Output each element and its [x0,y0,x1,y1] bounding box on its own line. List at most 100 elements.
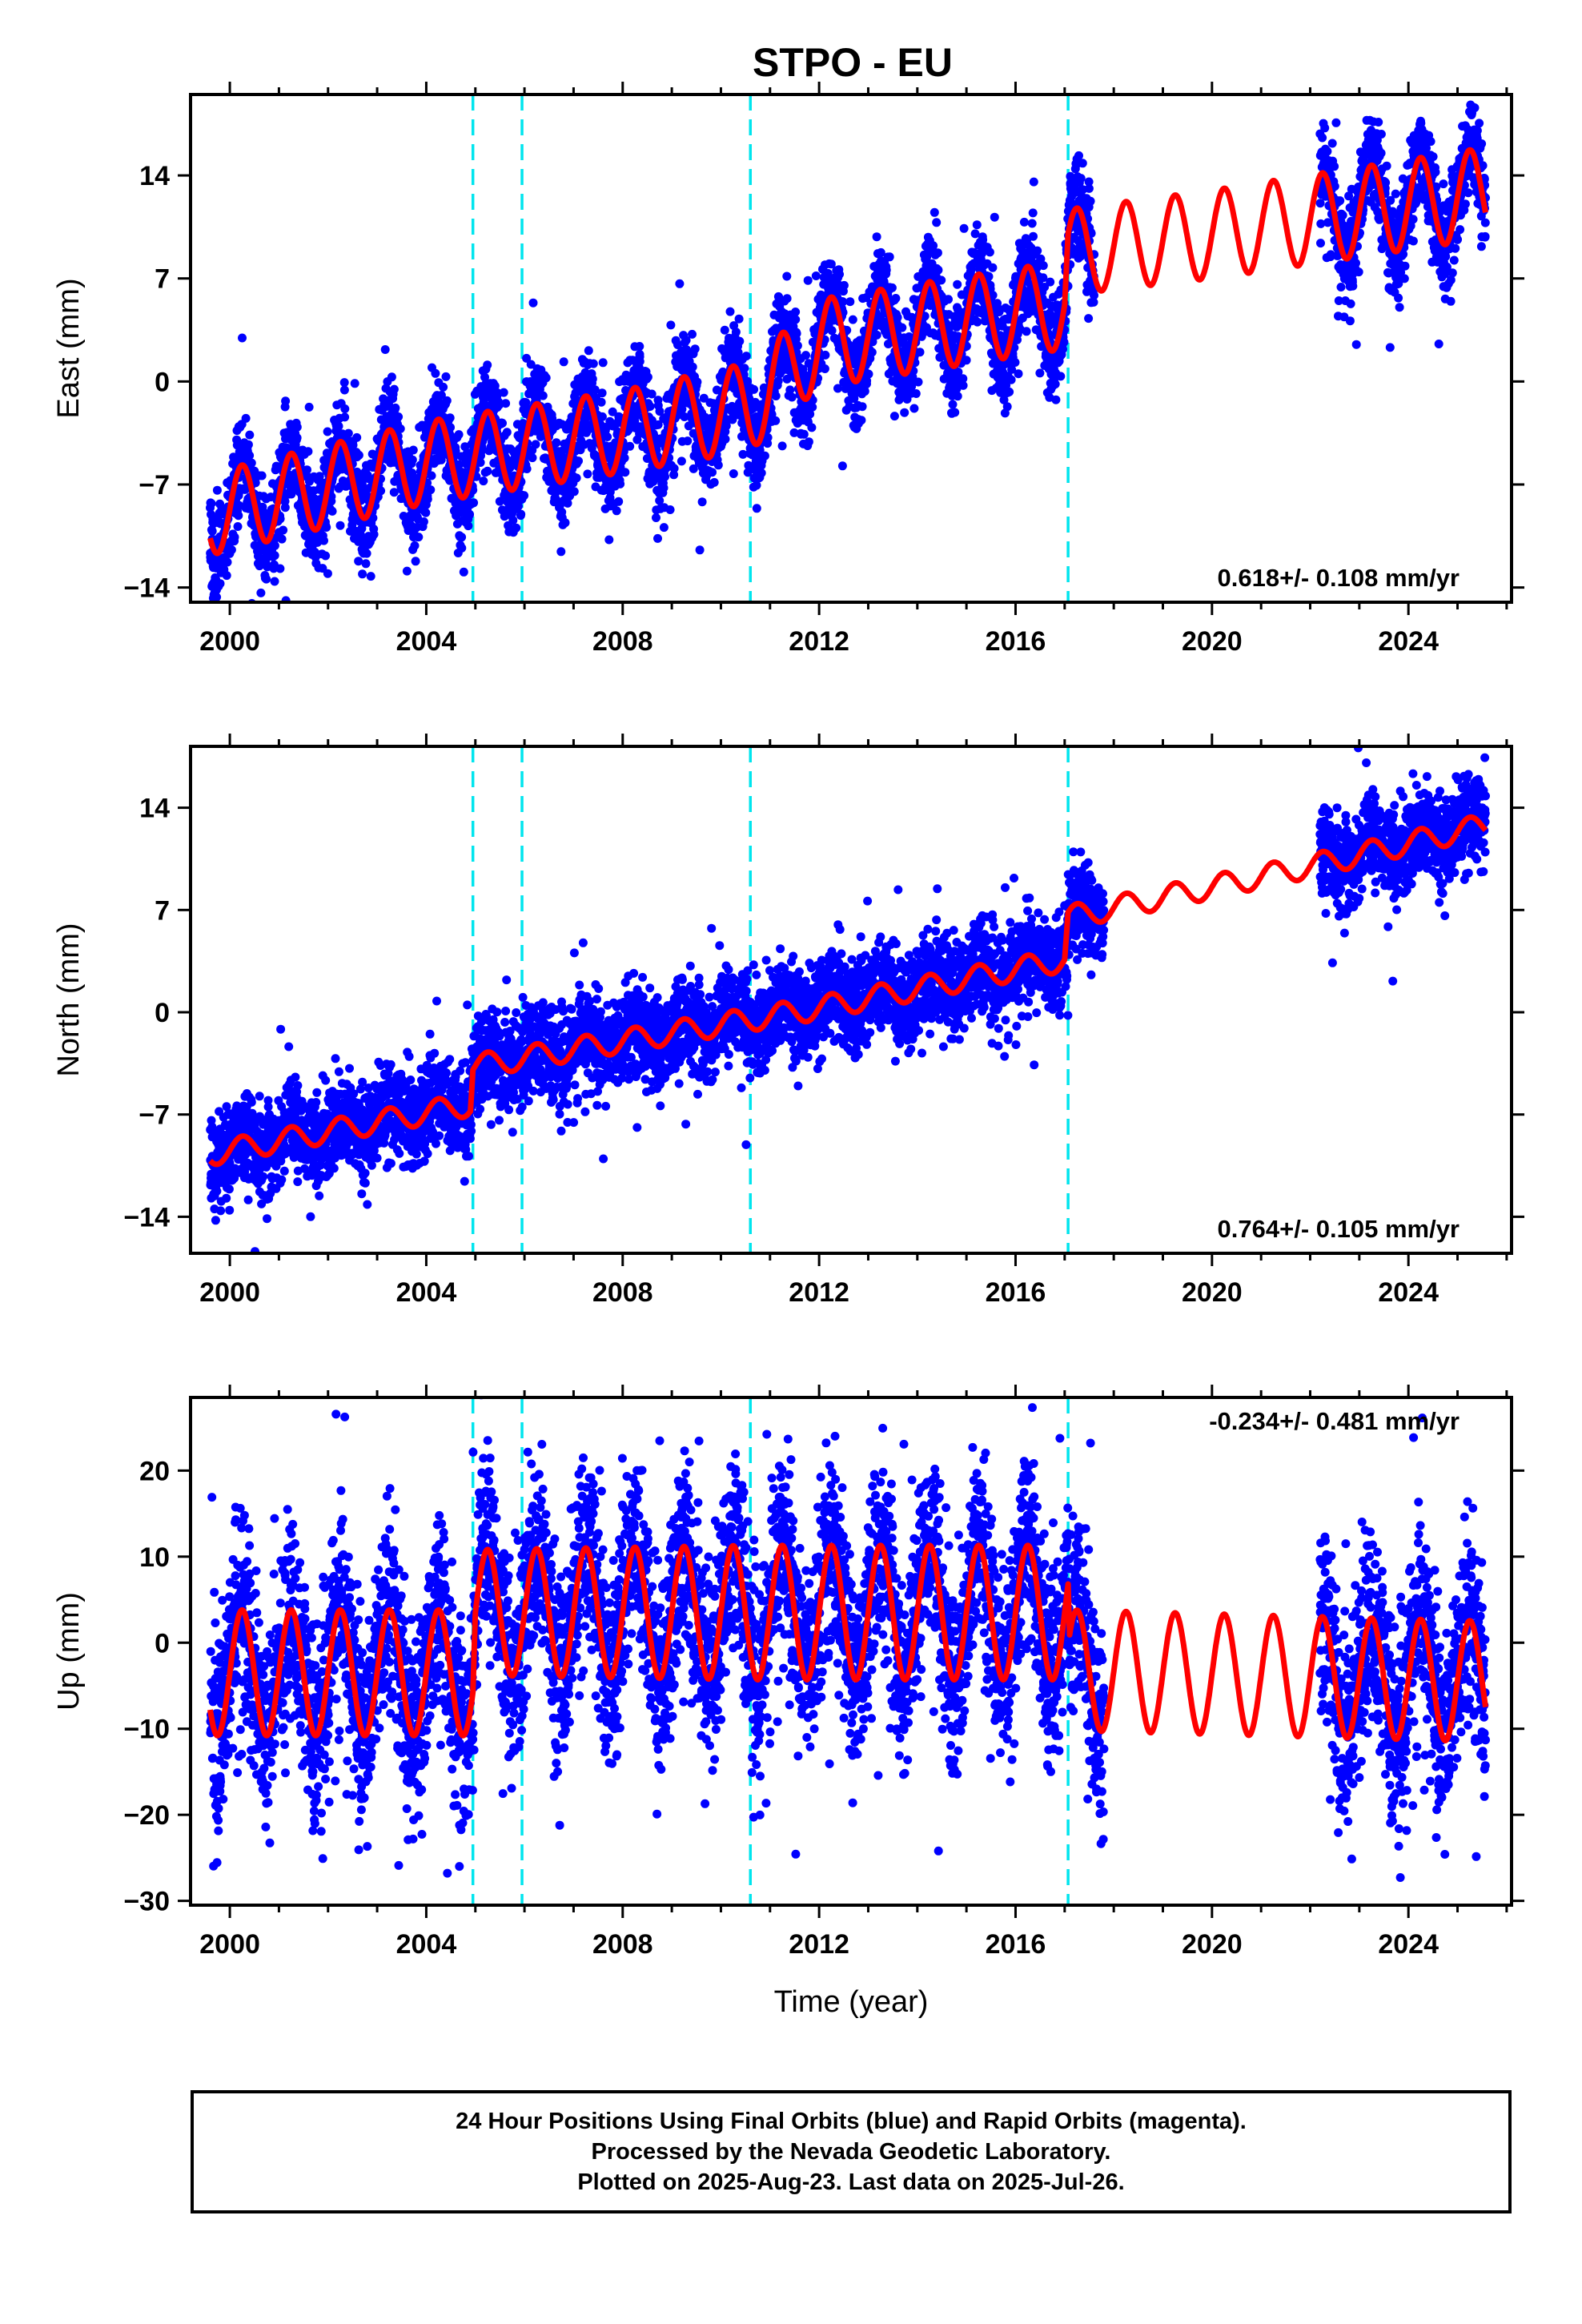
data-point [900,408,909,417]
data-point [465,509,474,519]
data-point [531,440,540,449]
data-point [741,352,751,361]
data-point [845,297,855,307]
data-point [1320,123,1330,133]
data-point [410,541,420,550]
data-point [1035,368,1045,378]
data-point [441,372,451,381]
data-point [270,577,279,586]
data-point [552,438,561,448]
data-point [721,434,730,444]
data-point [740,364,749,373]
data-point [821,350,830,360]
data-point [804,437,813,447]
data-point [352,432,362,442]
data-point [693,377,702,387]
data-point [988,263,998,272]
data-point [1002,402,1012,412]
data-point [380,345,390,354]
data-point [801,351,810,360]
data-point [362,549,371,558]
data-point [857,402,867,412]
data-point [292,433,302,443]
data-point [211,605,220,613]
data-point [541,373,551,383]
data-point [427,471,436,480]
data-point [230,533,239,542]
data-point [459,567,468,577]
data-point [953,279,962,289]
data-point [538,391,548,400]
data-point [222,571,231,581]
data-point [457,543,467,553]
data-point [257,471,267,480]
data-point [423,494,432,504]
data-point [643,372,652,382]
data-point [1006,375,1016,384]
data-point [944,295,953,304]
data-point [620,468,630,477]
data-point [245,451,255,460]
data-point [973,317,982,327]
data-point [262,574,271,584]
data-point [243,440,253,449]
data-point [247,458,256,468]
data-point [303,447,313,456]
data-point [677,456,686,466]
data-point [793,341,802,351]
data-point [893,312,902,322]
data-point [321,551,331,561]
data-point [958,380,968,390]
data-point [281,396,291,406]
data-point [604,535,614,545]
data-point [932,218,942,227]
data-point [520,491,529,501]
data-point [881,265,891,275]
data-point [1019,217,1029,227]
data-point [348,440,358,450]
data-point [653,533,662,543]
data-point [270,551,279,561]
data-point [835,270,844,279]
data-point [791,308,801,316]
data-point [358,569,367,579]
data-point [695,545,705,555]
data-point [361,559,371,569]
data-point [620,453,629,463]
data-point [445,413,455,423]
east-plot-area [206,94,1490,613]
data-point [1318,133,1327,143]
east-data-points [206,100,1490,613]
data-point [1331,118,1341,127]
data-point [464,521,473,531]
data-point [394,412,404,421]
data-point [303,465,311,475]
data-point [625,441,635,451]
data-point [934,265,943,275]
data-point [233,522,243,531]
data-point [811,271,821,280]
data-point [760,451,769,460]
data-point [319,536,328,545]
data-point [782,271,792,281]
data-point [368,513,378,523]
data-point [872,330,881,340]
data-point [782,294,792,304]
data-point [820,364,829,373]
data-point [597,412,607,421]
data-point [597,388,607,398]
data-point [885,252,894,262]
data-point [729,469,738,478]
data-point [598,358,608,368]
data-point [709,477,719,487]
data-point [270,541,279,550]
data-point [323,427,332,436]
data-point [614,497,624,506]
data-point [1074,151,1083,160]
data-point [1078,159,1087,168]
data-point [708,468,717,477]
data-point [402,566,412,576]
data-point [508,516,518,525]
data-point [275,564,285,573]
data-point [528,453,537,463]
